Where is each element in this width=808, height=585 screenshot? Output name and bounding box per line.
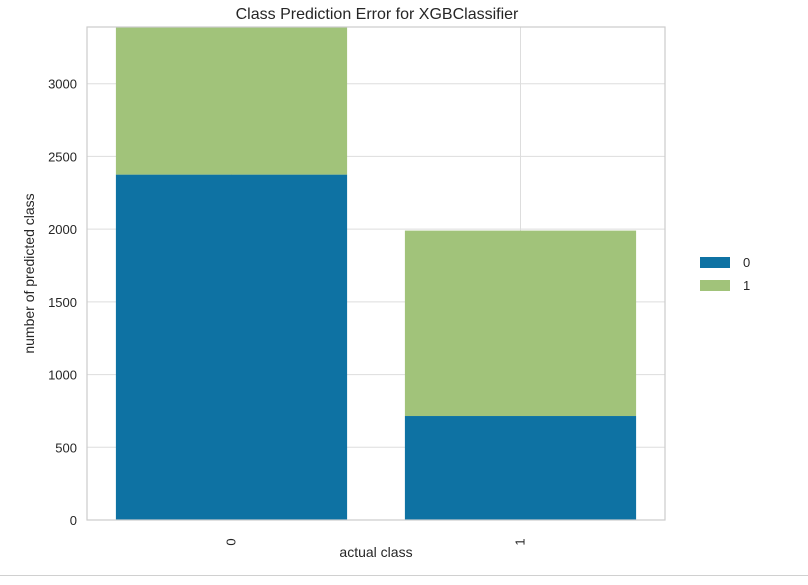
legend-swatch xyxy=(700,257,730,268)
y-tick-label: 3000 xyxy=(48,77,77,92)
bar-class-1-pred-0 xyxy=(404,416,637,520)
bar-class-1-pred-1 xyxy=(404,230,637,417)
y-tick-label: 500 xyxy=(55,440,77,455)
y-tick-label: 2000 xyxy=(48,222,77,237)
plot-frame xyxy=(86,26,666,521)
legend-label: 0 xyxy=(743,255,750,270)
y-tick-label: 1000 xyxy=(48,368,77,383)
bars xyxy=(115,27,637,521)
x-tick-label: 0 xyxy=(224,538,239,545)
x-axis-label: actual class xyxy=(339,544,412,560)
y-axis: 0 500 1000 1500 2000 2500 3000 xyxy=(48,77,77,528)
y-tick-label: 1500 xyxy=(48,295,77,310)
bar-class-0-pred-1 xyxy=(115,27,348,175)
y-tick-label: 0 xyxy=(70,513,77,528)
legend-label: 1 xyxy=(743,278,750,293)
legend-swatch xyxy=(700,280,730,291)
x-tick-label: 1 xyxy=(513,538,528,545)
legend: 01 xyxy=(700,255,750,293)
footer-divider xyxy=(0,575,808,576)
chart-title: Class Prediction Error for XGBClassifier xyxy=(236,6,519,23)
y-axis-label: number of predicted class xyxy=(21,193,37,353)
bar-class-0-pred-0 xyxy=(115,174,348,521)
y-tick-label: 2500 xyxy=(48,149,77,164)
